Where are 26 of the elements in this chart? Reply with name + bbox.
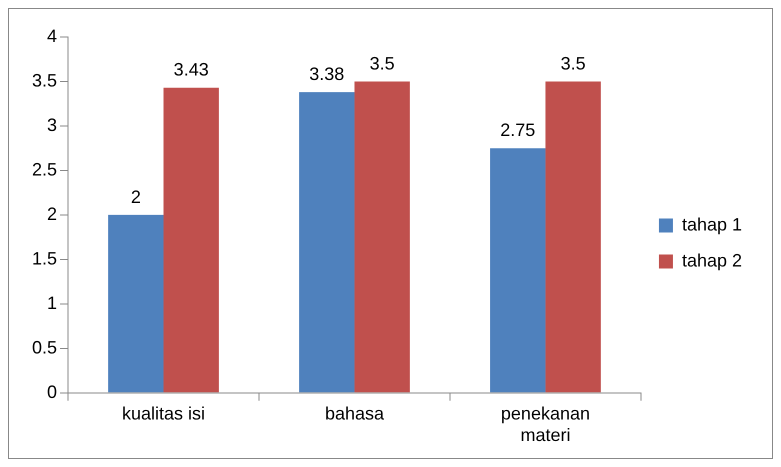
legend-label: tahap 2 [682,250,742,270]
x-tick-label: kualitas isi [122,404,206,424]
bar [545,81,601,392]
data-label: 3.43 [174,60,209,80]
y-tick-label: 0.5 [32,337,58,358]
y-tick-label: 3 [47,114,58,135]
y-tick-label: 3.5 [32,70,58,90]
x-tick-label: penekanan materi [500,404,590,446]
y-tick-label: 2 [47,204,58,224]
legend-label: tahap 1 [682,214,742,234]
y-tick-label: 1 [47,292,58,313]
y-tick-label: 1.5 [32,248,58,268]
data-label: 3.5 [370,53,395,74]
data-label: 3.38 [309,64,344,84]
bar [299,92,354,392]
bar [108,214,164,392]
data-label: 3.5 [560,53,586,74]
y-tick-label: 2.5 [32,159,58,180]
y-tick-label: 4 [47,26,58,46]
data-label: 2.75 [500,120,536,140]
data-label: 2 [130,186,141,207]
bar [490,148,546,392]
y-tick-label: 0 [47,382,58,402]
x-tick-label: bahasa [324,404,385,424]
bar [354,81,410,392]
bar [164,88,219,392]
